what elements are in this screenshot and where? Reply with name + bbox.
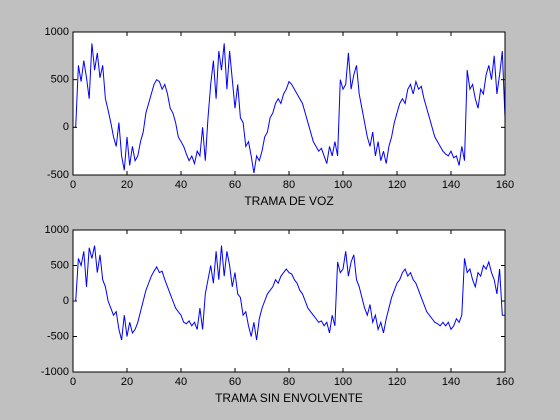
y-tick-label: -1000: [41, 366, 69, 378]
x-tick-label: 100: [334, 179, 352, 191]
y-tick-label: 1000: [45, 26, 69, 38]
x-tick-label: 40: [175, 376, 187, 388]
data-line: [73, 245, 505, 341]
x-tick-label: 80: [283, 179, 295, 191]
x-tick-label: 20: [121, 179, 133, 191]
axes-frame: [72, 229, 506, 373]
x-tick-label: 100: [334, 376, 352, 388]
y-tick-label: 0: [63, 121, 69, 133]
x-tick-label: 20: [121, 376, 133, 388]
x-tick-label: 80: [283, 376, 295, 388]
axes-frame: [72, 31, 506, 176]
x-tick-label: 120: [388, 376, 406, 388]
plot-area: [73, 32, 505, 175]
y-tick-label: 500: [51, 259, 69, 271]
x-axis-label: TRAMA DE VOZ: [244, 194, 333, 208]
x-tick-label: 60: [229, 179, 241, 191]
y-tick-label: 0: [63, 295, 69, 307]
y-tick-label: 1000: [45, 224, 69, 236]
x-tick-label: 140: [442, 179, 460, 191]
x-tick-label: 120: [388, 179, 406, 191]
y-tick-label: 500: [51, 74, 69, 86]
x-tick-label: 60: [229, 376, 241, 388]
y-tick-label: -500: [47, 330, 69, 342]
x-tick-label: 140: [442, 376, 460, 388]
y-tick-label: -500: [47, 169, 69, 181]
x-tick-label: 0: [70, 376, 76, 388]
x-tick-label: 160: [496, 179, 514, 191]
x-tick-label: 160: [496, 376, 514, 388]
data-line: [73, 43, 505, 174]
x-axis-label: TRAMA SIN ENVOLVENTE: [215, 391, 363, 405]
x-tick-label: 40: [175, 179, 187, 191]
x-tick-label: 0: [70, 179, 76, 191]
plot-area: [73, 230, 505, 372]
